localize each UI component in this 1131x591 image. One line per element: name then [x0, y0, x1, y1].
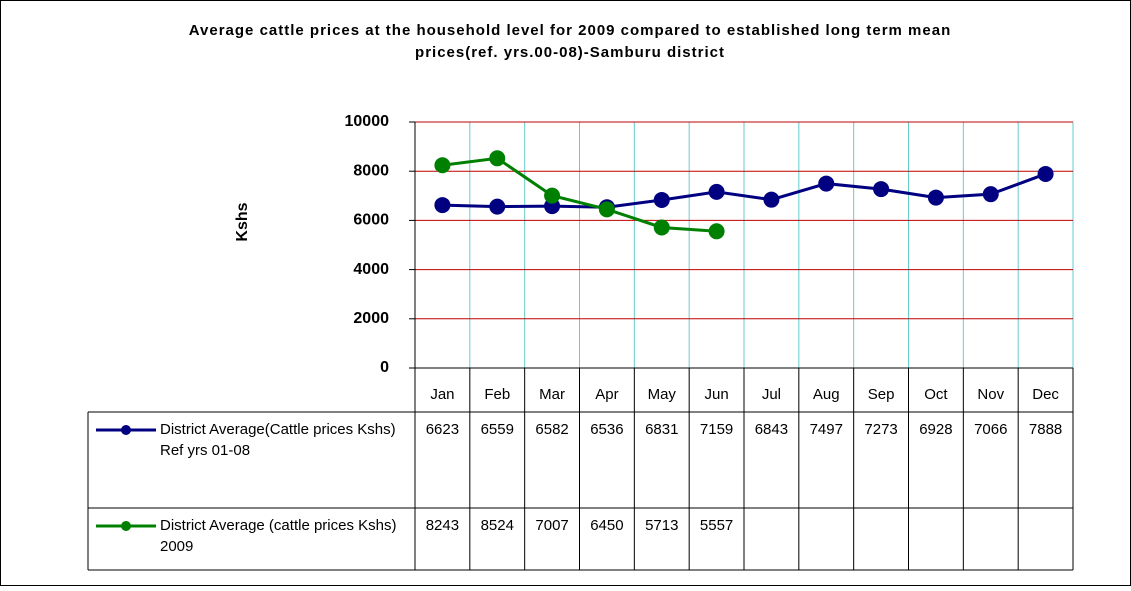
data-point	[927, 189, 944, 206]
y-tick-label: 10000	[345, 113, 390, 130]
data-point	[598, 201, 615, 218]
y-tick-label: 8000	[353, 162, 389, 179]
data-point	[873, 181, 890, 198]
y-tick-label: 6000	[353, 212, 389, 229]
table-value: 7273	[864, 421, 897, 438]
x-tick-label: Sep	[868, 386, 895, 403]
table-value: 7066	[974, 421, 1007, 438]
table-value: 6831	[645, 421, 678, 438]
x-tick-label: Jun	[704, 386, 728, 403]
legend-box: District Average(Cattle prices Kshs) Ref…	[160, 421, 396, 459]
table-value: 6623	[426, 421, 459, 438]
data-point	[763, 191, 780, 208]
table-value: 6582	[535, 421, 568, 438]
data-point	[653, 191, 670, 208]
x-tick-label: Aug	[813, 386, 840, 403]
table-value: 7159	[700, 421, 733, 438]
table-value: 8524	[481, 517, 514, 534]
series-line	[442, 156, 717, 233]
chart-title: Average cattle prices at the household l…	[188, 22, 952, 61]
data-point	[434, 157, 451, 174]
table-value: 6843	[755, 421, 788, 438]
legend-marker	[121, 521, 131, 531]
x-tick-label: Mar	[539, 386, 565, 403]
data-point	[653, 219, 670, 236]
data-point	[708, 183, 725, 200]
title-box: Average cattle prices at the household l…	[188, 22, 952, 61]
data-point	[434, 197, 451, 214]
table-value: 7007	[535, 517, 568, 534]
table-value: 6450	[590, 517, 623, 534]
legend-box: District Average (cattle prices Kshs) 20…	[160, 517, 397, 555]
table-value: 7888	[1029, 421, 1062, 438]
y-tick-label: 0	[380, 359, 389, 376]
x-tick-label: Jul	[762, 386, 781, 403]
legend-marker	[121, 425, 131, 435]
y-tick-label: 4000	[353, 261, 389, 278]
x-tick-label: Feb	[484, 386, 510, 403]
table-value: 6536	[590, 421, 623, 438]
data-point	[982, 186, 999, 203]
x-tick-label: Nov	[977, 386, 1004, 403]
legend-label: District Average(Cattle prices Kshs) Ref…	[160, 421, 396, 459]
table-value: 6559	[481, 421, 514, 438]
table-value: 5557	[700, 517, 733, 534]
table-value: 5713	[645, 517, 678, 534]
legend-label: District Average (cattle prices Kshs) 20…	[160, 517, 397, 555]
data-point	[489, 150, 506, 167]
table-value: 8243	[426, 517, 459, 534]
data-point	[818, 175, 835, 192]
series-line	[442, 172, 1047, 209]
data-point	[708, 223, 725, 240]
table-value: 7497	[810, 421, 843, 438]
x-tick-label: Apr	[595, 386, 618, 403]
y-tick-label: 2000	[353, 310, 389, 327]
table-value: 6928	[919, 421, 952, 438]
y-axis-label: Kshs	[234, 202, 251, 241]
x-tick-label: Dec	[1032, 386, 1059, 403]
data-point	[489, 198, 506, 215]
x-tick-label: May	[648, 386, 677, 403]
data-point	[1037, 165, 1054, 182]
x-tick-label: Jan	[430, 386, 454, 403]
data-point	[544, 187, 561, 204]
x-tick-label: Oct	[924, 386, 948, 403]
